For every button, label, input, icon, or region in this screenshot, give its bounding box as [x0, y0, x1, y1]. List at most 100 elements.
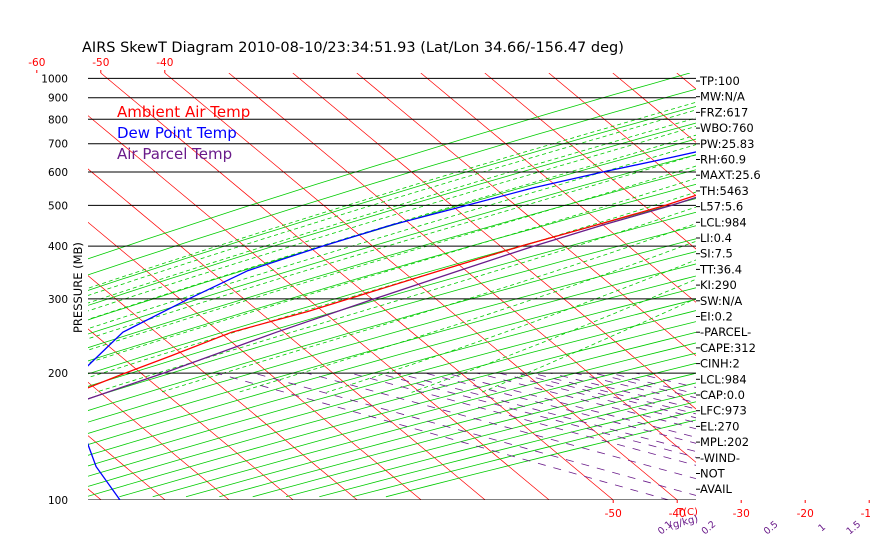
dry-adiabat-line [88, 263, 696, 434]
isotherm-line [88, 488, 102, 500]
temp-axis-unit: T(C) [676, 507, 698, 518]
index-item: CAPE:312 [700, 341, 756, 355]
moist-adiabat-line [88, 125, 696, 312]
parcel-temp-line [88, 196, 696, 400]
dry-adiabat-line [88, 183, 696, 362]
index-item: L57:5.6 [700, 200, 743, 214]
index-item: -WIND- [700, 451, 740, 465]
pressure-tick-label: 100 [48, 495, 68, 507]
dry-adiabat-line [88, 211, 696, 387]
mixing-ratio-line [396, 372, 696, 452]
isotherm-line [88, 221, 422, 500]
ambient-temp-line [88, 194, 696, 389]
mixing-ratio-line [476, 372, 696, 430]
moist-adiabat-line [326, 259, 696, 393]
mixing-ratio-label: 1.5 [845, 519, 864, 537]
index-item: EL:270 [700, 419, 740, 433]
pressure-tick-label: 200 [48, 368, 68, 380]
dry-adiabat-line [88, 331, 696, 497]
index-item: TH:5463 [699, 184, 749, 198]
bottom-temp-tick-label: -10 [861, 508, 870, 520]
mixing-ratio-label: 0.2 [700, 519, 719, 537]
index-item: TT:36.4 [699, 262, 742, 276]
bottom-temp-tick-label: -40 [669, 508, 686, 520]
index-item: LCL:984 [700, 372, 747, 386]
moist-adiabat-line [88, 134, 696, 320]
pressure-tick-label: 500 [48, 200, 68, 212]
dry-adiabat-line [219, 372, 696, 498]
pressure-tick-label: 300 [48, 294, 68, 306]
top-temp-tick-label: -50 [92, 57, 109, 69]
dry-adiabat-line [352, 410, 696, 498]
index-item: CINH:2 [700, 357, 740, 371]
index-item: MPL:202 [700, 435, 749, 449]
axes: 1002003004005006007008009001000-120-110-… [28, 57, 870, 537]
isotherm-line [228, 73, 696, 463]
mixing-ratio-line [517, 372, 696, 419]
mixing-ratio-line [306, 372, 696, 480]
legend-item: Ambient Air Temp [117, 103, 250, 121]
pressure-tick-label: 900 [48, 93, 68, 105]
dry-adiabat-line [88, 154, 696, 335]
dry-adiabat-line [88, 298, 696, 467]
dry-adiabat-line [252, 382, 696, 498]
dry-adiabat-line [152, 352, 696, 498]
index-item: WBO:760 [700, 121, 754, 135]
pressure-tick-label: 1000 [41, 73, 68, 85]
moist-adiabat-line [88, 165, 696, 351]
dry-adiabat-line [88, 225, 696, 400]
dew-point-line [88, 151, 696, 500]
dry-adiabat-line [319, 401, 696, 498]
dry-adiabat-line [88, 275, 696, 445]
moist-adiabat-line [88, 154, 696, 340]
mixing-ratio-line [499, 372, 696, 424]
mixing-ratio-line [216, 372, 670, 500]
index-item: FRZ:617 [700, 105, 748, 119]
mixing-ratio-line [593, 372, 696, 399]
mixing-ratio-line [531, 372, 696, 415]
index-item: LCL:984 [700, 215, 747, 229]
legend: Ambient Air Temp Dew Point Temp Air Parcel… [117, 103, 250, 163]
index-item: KI:290 [700, 278, 737, 292]
dry-adiabat-line [88, 321, 696, 487]
dry-adiabat-line [285, 392, 696, 498]
legend-item: Air Parcel Temp [117, 145, 232, 163]
plot-area [88, 73, 870, 500]
dry-adiabat-line [88, 169, 696, 349]
dry-adiabat-line [88, 238, 696, 411]
index-item: CAP:0.0 [700, 388, 745, 402]
legend-item: Dew Point Temp [117, 124, 237, 142]
index-item: MAXT:25.6 [700, 168, 761, 182]
pressure-axis-label: PRESSURE (MB) [71, 242, 85, 333]
dry-adiabat-line [88, 251, 696, 423]
top-temp-tick-label: -40 [156, 57, 173, 69]
index-item: NOT [700, 467, 726, 481]
dry-adiabat-line [88, 198, 696, 375]
isotherm-line [88, 381, 230, 500]
index-item: LFC:973 [700, 404, 747, 418]
bottom-temp-tick-label: -30 [733, 508, 750, 520]
pressure-tick-label: 700 [48, 139, 68, 151]
pressure-tick-label: 800 [48, 114, 68, 126]
pressure-tick-label: 400 [48, 241, 68, 253]
index-item: LI:0.4 [700, 231, 732, 245]
chart-title: AIRS SkewT Diagram 2010-08-10/23:34:51.9… [82, 40, 624, 56]
moist-adiabat-line [159, 223, 696, 393]
mixing-ratio-line [425, 372, 696, 444]
moist-adiabat-line [88, 109, 696, 296]
mixing-ratio-line [350, 372, 696, 466]
isotherm-line [805, 73, 870, 500]
bottom-temp-tick-label: -50 [605, 508, 622, 520]
dry-adiabat-line [119, 342, 696, 498]
dry-adiabat-line [385, 419, 696, 498]
index-item: AVAIL [700, 482, 733, 496]
isotherm-line [356, 73, 696, 357]
index-item: EI:0.2 [700, 310, 733, 324]
mixing-ratio-label: 1 [816, 522, 828, 534]
isotherm-line [741, 73, 870, 500]
mixing-ratio-line [635, 372, 696, 388]
mixing-ratio-label: 0.5 [762, 519, 781, 537]
index-item: SI:7.5 [700, 247, 733, 261]
